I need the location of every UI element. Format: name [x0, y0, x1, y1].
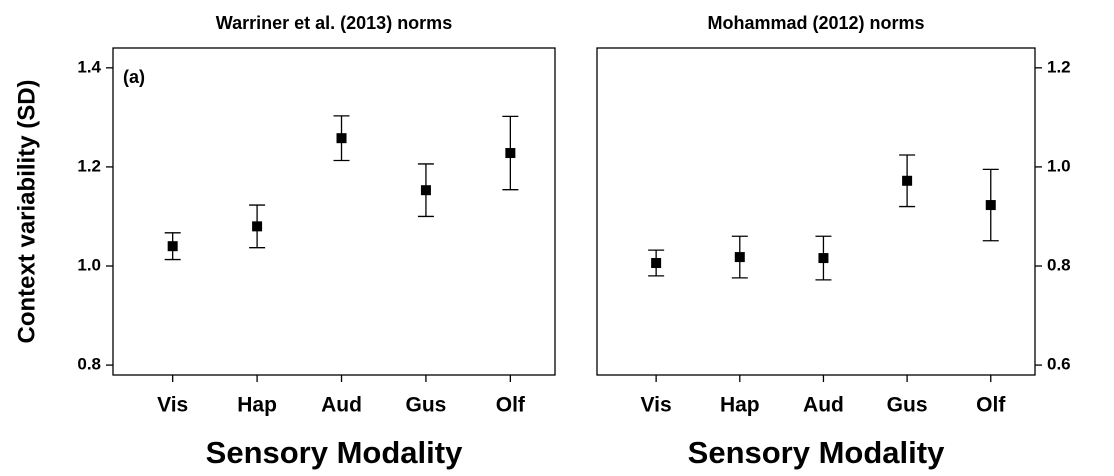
x-tick-label: Olf [976, 394, 1006, 417]
chart-title: Warriner et al. (2013) norms [216, 13, 452, 33]
point [505, 148, 516, 159]
x-axis-label: Sensory Modality [688, 435, 945, 470]
point [985, 200, 996, 211]
point [651, 258, 662, 269]
point [420, 185, 431, 196]
y-tick-label: 0.8 [77, 355, 101, 374]
point [336, 133, 347, 144]
x-tick-label: Vis [641, 394, 672, 417]
y-tick-label: 0.8 [1047, 255, 1071, 274]
y-tick-label: 0.6 [1047, 355, 1071, 374]
x-axis-label: Sensory Modality [206, 435, 463, 470]
x-tick-label: Gus [887, 394, 928, 417]
x-tick-label: Hap [720, 394, 760, 417]
x-tick-label: Aud [321, 394, 362, 417]
x-tick-label: Hap [237, 394, 277, 417]
y-axis-label: Context variability (SD) [13, 79, 40, 343]
plot-frame [596, 47, 1036, 376]
y-tick-label: 1.0 [1047, 156, 1071, 175]
point [818, 253, 829, 264]
y-tick-label: 1.2 [1047, 57, 1071, 76]
point [252, 221, 263, 232]
plot-frame [112, 47, 556, 376]
point [902, 175, 913, 186]
x-tick-label: Gus [406, 394, 447, 417]
y-tick-label: 1.0 [77, 255, 101, 274]
chart-title: Mohammad (2012) norms [707, 13, 924, 33]
point [734, 252, 745, 263]
x-tick-label: Vis [157, 394, 188, 417]
x-tick-label: Olf [496, 394, 526, 417]
y-tick-label: 1.4 [77, 57, 101, 76]
x-tick-label: Aud [803, 394, 844, 417]
annotation: (a) [123, 67, 145, 87]
y-tick-label: 1.2 [77, 156, 101, 175]
point [167, 241, 178, 252]
